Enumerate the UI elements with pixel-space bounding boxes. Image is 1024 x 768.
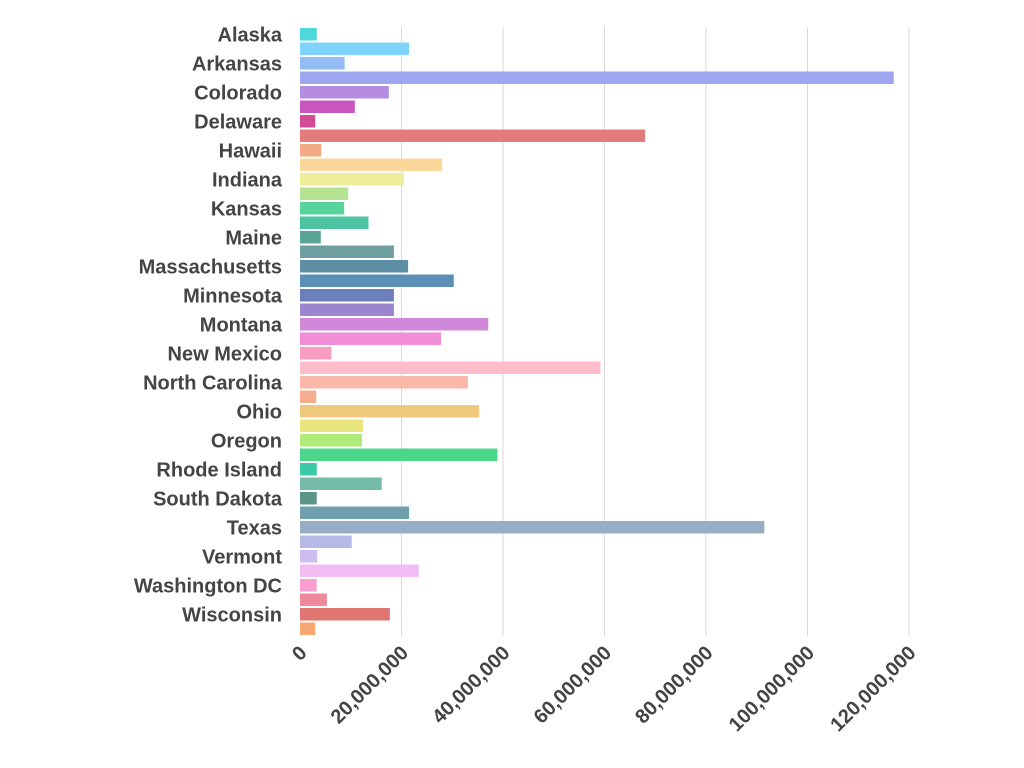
bar-alaska (300, 28, 317, 41)
bar-delaware (300, 115, 316, 128)
x-axis-tick-labels: 0 20,000,000 40,000,000 60,000,000 80,000,00… (288, 642, 920, 736)
x-tick-label: 80,000,000 (631, 642, 717, 728)
bar-wisconsin (300, 608, 390, 621)
bar-michigan (300, 274, 454, 287)
bar-tennessee (300, 506, 410, 519)
category-label: Minnesota (183, 285, 283, 307)
bar-iowa (300, 187, 349, 200)
bar-utah (300, 535, 352, 548)
x-tick-label: 0 (288, 642, 311, 665)
bar-maryland (300, 245, 394, 258)
category-label: Washington DC (134, 575, 282, 597)
bar-ohio (300, 405, 480, 418)
bar-connecticut (300, 100, 355, 113)
category-label: New Mexico (168, 343, 282, 365)
category-label: Massachusetts (139, 256, 282, 278)
bar-north-carolina (300, 376, 468, 389)
bar-arizona (300, 42, 410, 55)
category-label: Vermont (202, 546, 282, 568)
bar-minnesota (300, 289, 394, 302)
category-label: Rhode Island (156, 459, 282, 481)
x-tick-label: 40,000,000 (428, 642, 514, 728)
category-labels: Alaska Arkansas Colorado Delaware Hawaii Indi… (134, 24, 283, 626)
category-label: Arkansas (192, 53, 282, 75)
bar-colorado (300, 86, 389, 99)
bar-massachusetts (300, 260, 409, 273)
category-label: Hawaii (219, 140, 282, 162)
bar-south-dakota (300, 492, 317, 505)
bar-maine (300, 231, 321, 244)
bar-california (300, 71, 894, 84)
bars (300, 28, 894, 635)
category-label: Ohio (236, 401, 282, 423)
x-tick-label: 100,000,000 (725, 642, 819, 736)
category-label: Kansas (211, 198, 282, 220)
bar-idaho (300, 158, 443, 171)
bar-new-mexico (300, 347, 332, 360)
category-label: Indiana (212, 169, 283, 191)
category-label: North Carolina (143, 372, 283, 394)
bar-nevada (300, 332, 442, 345)
bar-kansas (300, 202, 345, 215)
category-label: Colorado (194, 82, 282, 104)
bar-florida (300, 129, 646, 142)
category-label: Delaware (194, 111, 282, 133)
category-label: Wisconsin (182, 604, 282, 626)
x-tick-label: 20,000,000 (327, 642, 413, 728)
bar-montana (300, 318, 489, 331)
category-label: Montana (200, 314, 283, 336)
bar-virginia (300, 564, 419, 577)
x-tick-label: 60,000,000 (530, 642, 616, 728)
bar-oklahoma (300, 419, 363, 432)
bar-rhode-island (300, 463, 317, 476)
gridlines (401, 27, 910, 636)
bar-wyoming (300, 622, 316, 635)
bar-missouri (300, 303, 394, 316)
category-label: Alaska (218, 24, 283, 46)
category-label: Oregon (211, 430, 282, 452)
category-label: South Dakota (153, 488, 283, 510)
category-label: Maine (225, 227, 282, 249)
bar-new-york (300, 361, 601, 374)
x-tick-label: 120,000,000 (826, 642, 920, 736)
bar-north-dakota (300, 390, 317, 403)
bar-pennsylvania (300, 448, 498, 461)
bar-oregon (300, 434, 362, 447)
category-label: Texas (227, 517, 282, 539)
bar-arkansas (300, 57, 345, 70)
bar-west-virginia (300, 593, 327, 606)
bar-washington-dc (300, 579, 317, 592)
bar-kentucky (300, 216, 369, 229)
bar-indiana (300, 173, 405, 186)
bar-vermont (300, 550, 318, 563)
bar-hawaii (300, 144, 322, 157)
bar-texas (300, 521, 765, 534)
bar-south-carolina (300, 477, 382, 490)
